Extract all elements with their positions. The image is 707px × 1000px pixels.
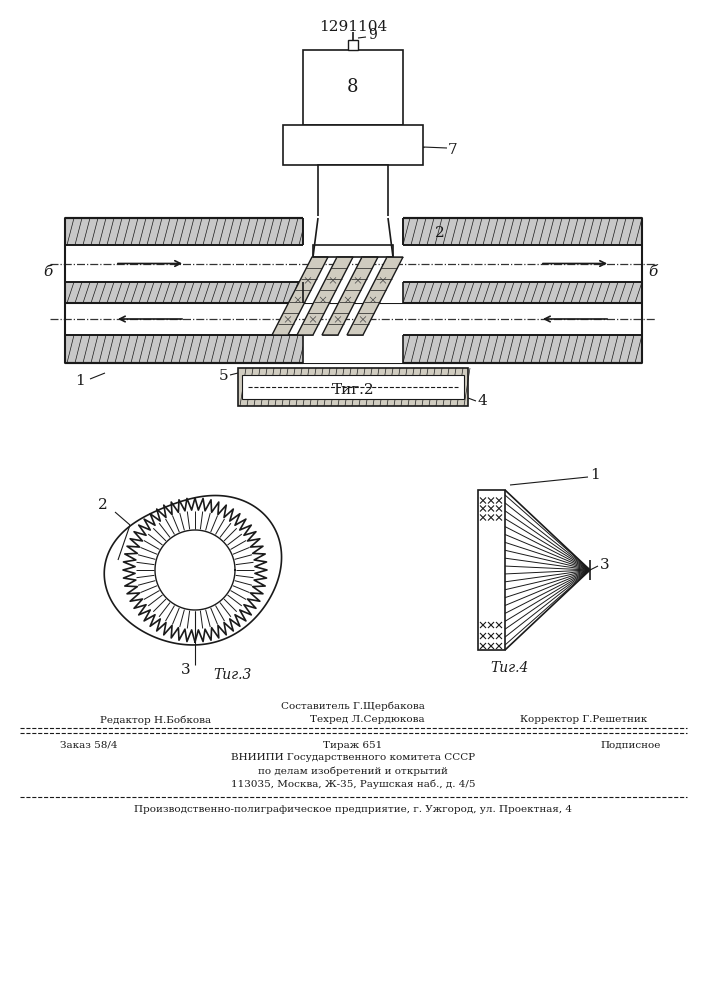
Text: 5: 5 xyxy=(218,369,228,383)
Bar xyxy=(303,217,403,245)
Text: 2: 2 xyxy=(98,498,108,512)
Bar xyxy=(242,375,464,399)
Text: б: б xyxy=(648,265,658,279)
Bar xyxy=(303,50,403,125)
Bar xyxy=(303,334,403,363)
Text: Τиг.2: Τиг.2 xyxy=(332,383,374,397)
Text: 113035, Москва, Ж-35, Раушская наб., д. 4/5: 113035, Москва, Ж-35, Раушская наб., д. … xyxy=(230,779,475,789)
Text: Подписное: Подписное xyxy=(600,740,660,750)
Text: Редактор Н.Бобкова: Редактор Н.Бобкова xyxy=(100,715,211,725)
Polygon shape xyxy=(272,257,328,335)
Bar xyxy=(318,165,388,218)
Text: 1: 1 xyxy=(75,374,85,388)
Bar xyxy=(65,218,642,245)
Polygon shape xyxy=(322,257,378,335)
Bar xyxy=(238,368,468,406)
Text: 1: 1 xyxy=(590,468,600,482)
Text: Производственно-полиграфическое предприятие, г. Ужгород, ул. Проектная, 4: Производственно-полиграфическое предприя… xyxy=(134,806,572,814)
Text: 8: 8 xyxy=(347,79,358,97)
Text: Тираж 651: Тираж 651 xyxy=(323,740,382,750)
Text: Τиг.3: Τиг.3 xyxy=(213,668,252,682)
Bar xyxy=(65,335,642,363)
Text: 2: 2 xyxy=(435,226,445,240)
Bar xyxy=(304,219,402,244)
Text: ВНИИПИ Государственного комитета СССР: ВНИИПИ Государственного комитета СССР xyxy=(231,754,475,762)
Bar xyxy=(313,245,393,257)
Polygon shape xyxy=(297,257,353,335)
Text: Заказ 58/4: Заказ 58/4 xyxy=(60,740,117,750)
Bar xyxy=(283,125,423,165)
Text: Τиг.4: Τиг.4 xyxy=(490,661,528,675)
Bar xyxy=(478,490,505,650)
Text: 7: 7 xyxy=(448,143,457,157)
Text: Техред Л.Сердюкова: Техред Л.Сердюкова xyxy=(310,716,425,724)
Polygon shape xyxy=(347,257,403,335)
Bar xyxy=(65,282,642,303)
Bar xyxy=(303,216,403,259)
Text: 9: 9 xyxy=(368,28,377,42)
Text: 3: 3 xyxy=(600,558,609,572)
Text: по делам изобретений и открытий: по делам изобретений и открытий xyxy=(258,766,448,776)
Text: Корректор Г.Решетник: Корректор Г.Решетник xyxy=(520,716,647,724)
Text: б: б xyxy=(42,265,52,279)
Text: Составитель Г.Щербакова: Составитель Г.Щербакова xyxy=(281,701,425,711)
Bar xyxy=(348,40,358,50)
Bar xyxy=(303,281,403,303)
Text: 4: 4 xyxy=(478,394,488,408)
Text: 1291104: 1291104 xyxy=(319,20,387,34)
Polygon shape xyxy=(104,496,281,645)
Text: 3: 3 xyxy=(180,663,190,677)
